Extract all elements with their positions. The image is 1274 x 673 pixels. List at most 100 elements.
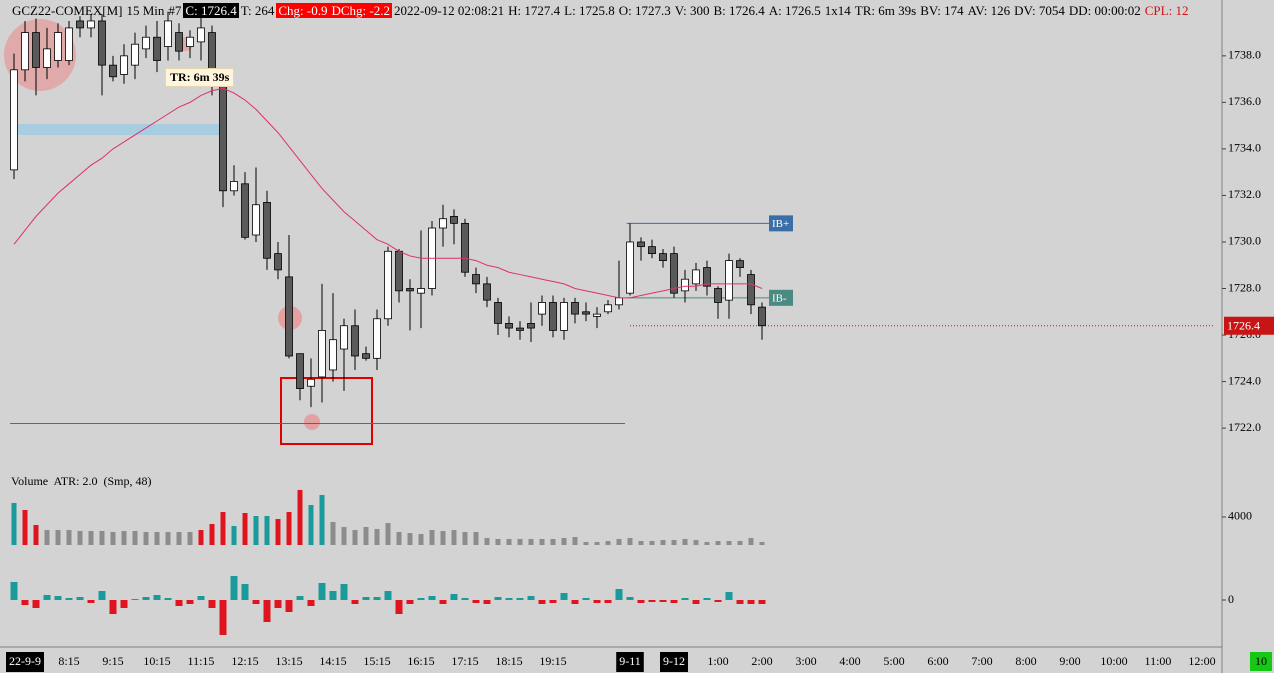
y-tick-label: 0 — [1228, 592, 1234, 606]
y-tick-label: 4000 — [1228, 509, 1252, 523]
candle-body — [318, 329, 326, 378]
delta-bar — [296, 596, 304, 600]
candle-body — [571, 302, 579, 315]
delta-bar — [560, 593, 568, 600]
y-tick-label: 1738.0 — [1228, 48, 1261, 62]
candle-body — [252, 204, 260, 236]
volume-bar — [440, 530, 446, 545]
candle-body — [472, 274, 480, 285]
x-tick-label: 14:15 — [319, 654, 346, 668]
delta-bar — [406, 600, 414, 604]
volume-bar — [319, 495, 325, 545]
header-field: TR: 6m 39s — [854, 3, 917, 18]
delta-bar — [32, 600, 40, 608]
delta-bar — [648, 600, 656, 602]
last-price-label: 1726.4 — [1227, 318, 1260, 332]
delta-bar — [153, 595, 161, 600]
candle-body — [98, 20, 106, 66]
delta-bar — [329, 591, 337, 600]
candle-body — [142, 36, 150, 50]
candle-body — [615, 297, 623, 306]
candle-body — [285, 276, 293, 357]
volume-bar — [484, 537, 490, 545]
volume-bar — [550, 538, 556, 545]
volume-bar — [286, 512, 292, 545]
volume-bar — [220, 512, 226, 545]
x-tick-label: 10:00 — [1100, 654, 1127, 668]
y-tick-label: 1732.0 — [1228, 187, 1261, 201]
delta-bar — [703, 598, 711, 600]
x-tick-label: 1:00 — [707, 654, 728, 668]
candle-body — [197, 27, 205, 43]
header-field: H: 1727.4 — [508, 3, 561, 18]
header-field: 2022-09-12 02:08:21 — [394, 3, 505, 18]
header-field: CPL: 12 — [1144, 3, 1189, 18]
candle-body — [494, 302, 502, 324]
candle-body — [648, 246, 656, 255]
x-tick-label: 6:00 — [927, 654, 948, 668]
delta-bar — [208, 600, 216, 608]
delta-bar — [109, 600, 117, 614]
delta-bar — [285, 600, 293, 612]
delta-bar — [681, 598, 689, 600]
volume-bar — [264, 516, 270, 545]
delta-bar — [197, 596, 205, 600]
candle-body — [670, 253, 678, 294]
header-field: DV: 7054 — [1014, 3, 1065, 18]
candle-body — [65, 27, 73, 61]
delta-bar — [428, 596, 436, 600]
delta-bar — [87, 600, 95, 603]
volume-bar — [517, 538, 523, 545]
delta-bar — [175, 600, 183, 606]
volume-bar — [407, 533, 413, 545]
volume-bar — [110, 531, 116, 545]
candle-body — [87, 20, 95, 29]
candle-body — [21, 32, 29, 71]
x-tick-label: 13:15 — [275, 654, 302, 668]
candle-body — [241, 183, 249, 238]
candle-body — [461, 222, 469, 273]
delta-bar — [395, 600, 403, 614]
delta-bar — [593, 600, 601, 603]
level-label: IB- — [772, 292, 787, 304]
delta-bar — [76, 597, 84, 600]
header-field: DChg: -2.2 — [329, 3, 392, 18]
candle-body — [483, 283, 491, 301]
candle-body — [186, 36, 194, 47]
volume-bar — [572, 537, 578, 545]
y-tick-label: 1728.0 — [1228, 280, 1261, 294]
header-bar: GCZ22-COMEX[M] 15 Min #7 C: 1726.4 T: 264 Chg… — [0, 0, 1222, 22]
delta-bar — [549, 600, 557, 603]
candle-body — [527, 323, 535, 329]
x-tick-label: 16:15 — [407, 654, 434, 668]
candle-body — [560, 302, 568, 331]
volume-bar — [231, 526, 237, 545]
delta-bar — [340, 584, 348, 600]
candle-body — [230, 181, 238, 192]
delta-bar — [615, 589, 623, 600]
volume-bar — [539, 538, 545, 545]
header-field: C: 1726.4 — [183, 3, 239, 18]
delta-bar — [252, 600, 260, 604]
volume-bar — [242, 512, 248, 545]
candle-body — [175, 32, 183, 52]
delta-bar — [483, 600, 491, 604]
delta-bar — [98, 591, 106, 600]
candle-body — [747, 274, 755, 306]
volume-bar — [737, 541, 743, 545]
delta-bar — [516, 598, 524, 600]
volume-bar — [66, 530, 72, 545]
volume-bar — [451, 530, 457, 545]
panel-title: Volume ATR: 2.0 (Smp, 48) — [11, 474, 151, 488]
delta-bar — [219, 600, 227, 635]
y-tick-label: 1736.0 — [1228, 94, 1261, 108]
delta-bar — [758, 600, 766, 604]
delta-bar — [571, 600, 579, 604]
candle-body — [120, 55, 128, 75]
header-field: A: 1726.5 — [768, 3, 821, 18]
delta-bar — [604, 600, 612, 603]
header-field: B: 1726.4 — [713, 3, 765, 18]
volume-bar — [341, 527, 347, 545]
